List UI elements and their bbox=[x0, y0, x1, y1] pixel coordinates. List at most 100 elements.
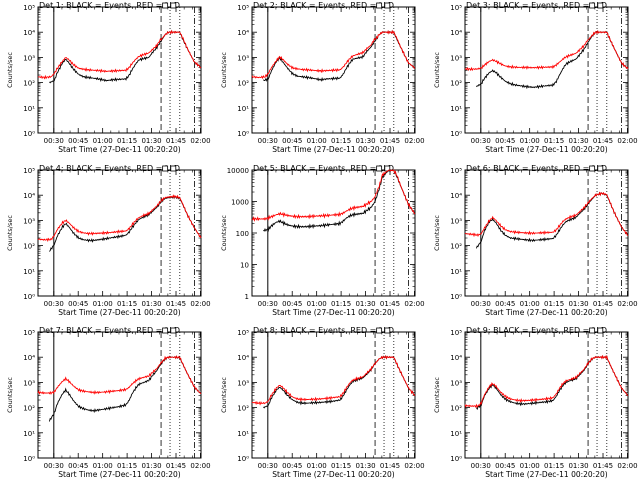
y-tick-label: 10⁵ bbox=[450, 167, 462, 175]
flag-marker bbox=[597, 165, 604, 172]
flag-marker bbox=[170, 327, 177, 334]
y-tick-label: 10⁰ bbox=[237, 130, 249, 138]
x-tick-label: 01:15 bbox=[331, 462, 351, 470]
x-tick-label: 01:15 bbox=[331, 300, 351, 308]
x-tick-label: 01:45 bbox=[166, 462, 186, 470]
y-axis-label: Counts/sec bbox=[433, 377, 441, 413]
panel-title: Det 2: BLACK = Events, RED = LLD bbox=[253, 1, 394, 10]
x-axis-label: Start Time (27-Dec-11 00:20:20) bbox=[58, 145, 180, 154]
x-tick-label: 01:45 bbox=[593, 137, 613, 145]
x-tick-label: 00:45 bbox=[282, 137, 302, 145]
x-tick-label: 01:30 bbox=[355, 137, 375, 145]
x-axis-label: Start Time (27-Dec-11 00:20:20) bbox=[272, 308, 394, 317]
y-tick-label: 10² bbox=[450, 243, 462, 251]
y-tick-label: 10² bbox=[23, 405, 35, 413]
x-tick-label: 01:30 bbox=[141, 300, 161, 308]
x-tick-label: 00:30 bbox=[471, 137, 491, 145]
y-tick-label: 10⁵ bbox=[23, 329, 35, 337]
y-tick-label: 10 bbox=[240, 262, 249, 270]
x-tick-label: 02:00 bbox=[404, 137, 424, 145]
plot-frame bbox=[464, 331, 629, 459]
y-tick-label: 10⁰ bbox=[23, 293, 35, 301]
x-tick-label: 01:45 bbox=[593, 462, 613, 470]
flag-marker bbox=[162, 2, 169, 9]
y-tick-label: 10² bbox=[23, 243, 35, 251]
y-tick-label: 10⁵ bbox=[23, 4, 35, 12]
flag-marker bbox=[170, 2, 177, 9]
y-axis-label: Counts/sec bbox=[220, 377, 228, 413]
panel-title: Det 5: BLACK = Events, RED = LLD bbox=[253, 164, 394, 173]
x-tick-label: 01:00 bbox=[307, 137, 327, 145]
y-tick-label: 10⁵ bbox=[23, 167, 35, 175]
flag-marker bbox=[589, 165, 596, 172]
flag-marker bbox=[589, 327, 596, 334]
y-axis-label: Counts/sec bbox=[6, 377, 14, 413]
y-tick-label: 10⁴ bbox=[237, 29, 249, 37]
y-tick-label: 10³ bbox=[23, 217, 35, 225]
y-tick-label: 10¹ bbox=[450, 105, 462, 113]
x-tick-label: 01:00 bbox=[520, 462, 540, 470]
panel-6: 10⁰ 10¹ 10² 10³ 10⁴ 10⁵ 00:30 00:45 01:00 01:15 01… bbox=[433, 164, 638, 317]
y-tick-label: 10³ bbox=[450, 379, 462, 387]
plot-frame bbox=[251, 331, 416, 459]
panel-title: Det 7: BLACK = Events, RED = LLD bbox=[39, 326, 180, 335]
x-tick-label: 01:15 bbox=[117, 462, 137, 470]
y-axis-label: Counts/sec bbox=[220, 52, 228, 88]
x-tick-label: 00:30 bbox=[44, 462, 64, 470]
x-tick-label: 01:00 bbox=[520, 300, 540, 308]
flag-marker bbox=[597, 2, 604, 9]
x-tick-label: 01:15 bbox=[117, 137, 137, 145]
x-tick-label: 01:30 bbox=[568, 137, 588, 145]
y-axis-label: Counts/sec bbox=[433, 52, 441, 88]
x-tick-label: 01:45 bbox=[166, 300, 186, 308]
series-line-lld bbox=[251, 354, 416, 406]
y-tick-label: 10³ bbox=[23, 379, 35, 387]
y-tick-label: 10¹ bbox=[237, 105, 249, 113]
x-tick-label: 00:45 bbox=[68, 300, 88, 308]
x-tick-label: 01:15 bbox=[544, 300, 564, 308]
plot-frame bbox=[251, 6, 416, 134]
y-tick-label: 10⁵ bbox=[450, 4, 462, 12]
panel-9: 10⁰ 10¹ 10² 10³ 10⁴ 10⁵ 00:30 00:45 01:00 01:15 01… bbox=[433, 326, 638, 479]
panel-3: 10⁰ 10¹ 10² 10³ 10⁴ 10⁵ 00:30 00:45 01:00 01:15 01… bbox=[433, 1, 638, 154]
y-tick-label: 10⁰ bbox=[450, 130, 462, 138]
y-tick-label: 10⁴ bbox=[23, 29, 35, 37]
y-tick-label: 10² bbox=[23, 80, 35, 88]
x-tick-label: 01:00 bbox=[93, 462, 113, 470]
x-tick-label: 01:30 bbox=[141, 462, 161, 470]
x-tick-label: 01:00 bbox=[93, 300, 113, 308]
x-tick-label: 00:45 bbox=[495, 462, 515, 470]
y-tick-label: 100 bbox=[236, 230, 249, 238]
x-tick-label: 01:00 bbox=[93, 137, 113, 145]
panel-title: Det 9: BLACK = Events, RED = LLD bbox=[466, 326, 607, 335]
x-tick-label: 02:00 bbox=[190, 137, 210, 145]
panel-5: 1 10 100 1000 10000 00:30 00:45 01:00 01:15 01:30… bbox=[220, 164, 425, 317]
x-tick-label: 00:30 bbox=[44, 137, 64, 145]
x-tick-label: 01:45 bbox=[380, 300, 400, 308]
flag-marker bbox=[376, 327, 383, 334]
y-tick-label: 10⁰ bbox=[237, 455, 249, 463]
y-tick-label: 10³ bbox=[450, 54, 462, 62]
plot-frame bbox=[37, 6, 202, 134]
y-tick-label: 10³ bbox=[450, 217, 462, 225]
x-tick-label: 00:45 bbox=[68, 462, 88, 470]
panel-2: 10⁰ 10¹ 10² 10³ 10⁴ 10⁵ 00:30 00:45 01:00 01:15 01… bbox=[220, 1, 425, 154]
flag-marker bbox=[162, 327, 169, 334]
x-tick-label: 01:30 bbox=[141, 137, 161, 145]
y-axis-label: Counts/sec bbox=[6, 215, 14, 251]
x-tick-label: 00:45 bbox=[495, 300, 515, 308]
x-tick-label: 01:30 bbox=[568, 462, 588, 470]
x-tick-label: 01:30 bbox=[355, 462, 375, 470]
y-tick-label: 10² bbox=[237, 405, 249, 413]
x-axis-label: Start Time (27-Dec-11 00:20:20) bbox=[485, 308, 607, 317]
y-tick-label: 10000 bbox=[227, 167, 249, 175]
panel-1: 10⁰ 10¹ 10² 10³ 10⁴ 10⁵ 00:30 00:45 01:00 01:15 01… bbox=[6, 1, 211, 154]
y-tick-label: 10⁵ bbox=[450, 329, 462, 337]
x-axis-label: Start Time (27-Dec-11 00:20:20) bbox=[58, 470, 180, 479]
y-tick-label: 10² bbox=[450, 80, 462, 88]
flag-marker bbox=[384, 2, 391, 9]
x-tick-label: 00:45 bbox=[282, 462, 302, 470]
flag-marker bbox=[170, 165, 177, 172]
series-line-lld bbox=[37, 29, 202, 80]
